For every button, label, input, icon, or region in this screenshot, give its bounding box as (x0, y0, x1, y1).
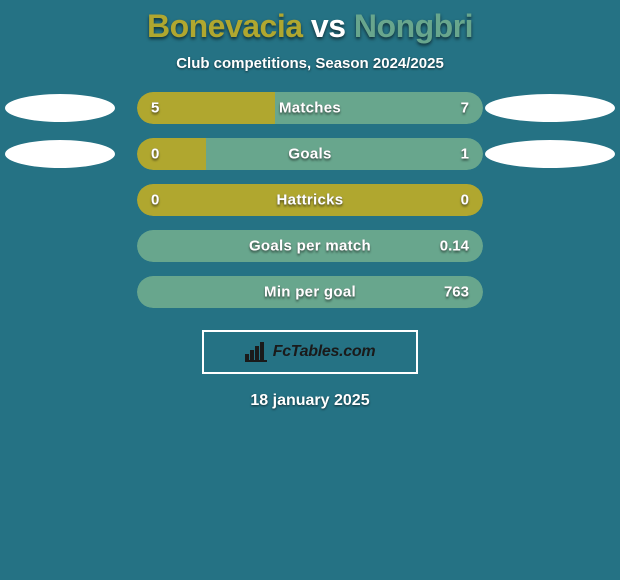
player1-badge-oval (5, 140, 115, 168)
player2-badge-oval (485, 140, 615, 168)
date-text: 18 january 2025 (0, 392, 620, 410)
page-title: Bonevacia vs Nongbri (0, 0, 620, 45)
bar-chart-icon (245, 342, 267, 362)
stat-label: Goals (137, 146, 483, 163)
stat-row: 01Goals (0, 138, 620, 170)
stat-bar: 00Hattricks (137, 184, 483, 216)
stat-label: Hattricks (137, 192, 483, 209)
stat-label: Min per goal (137, 284, 483, 301)
player1-badge-oval (5, 94, 115, 122)
title-player2: Nongbri (354, 8, 473, 44)
title-vs: vs (311, 8, 346, 44)
stat-row: 0.14Goals per match (0, 230, 620, 262)
stat-label: Matches (137, 100, 483, 117)
stat-bar: 0.14Goals per match (137, 230, 483, 262)
stat-row: 763Min per goal (0, 276, 620, 308)
title-player1: Bonevacia (147, 8, 303, 44)
stat-label: Goals per match (137, 238, 483, 255)
stat-bar: 57Matches (137, 92, 483, 124)
brand-box: FcTables.com (202, 330, 418, 374)
subtitle: Club competitions, Season 2024/2025 (0, 55, 620, 72)
stat-row: 00Hattricks (0, 184, 620, 216)
stat-row: 57Matches (0, 92, 620, 124)
stat-bar: 01Goals (137, 138, 483, 170)
stat-bar: 763Min per goal (137, 276, 483, 308)
comparison-infographic: Bonevacia vs Nongbri Club competitions, … (0, 0, 620, 580)
player2-badge-oval (485, 94, 615, 122)
stat-rows: 57Matches 01Goals 00Hattricks 0.14Goals per… (0, 92, 620, 308)
brand-text: FcTables.com (273, 343, 376, 361)
